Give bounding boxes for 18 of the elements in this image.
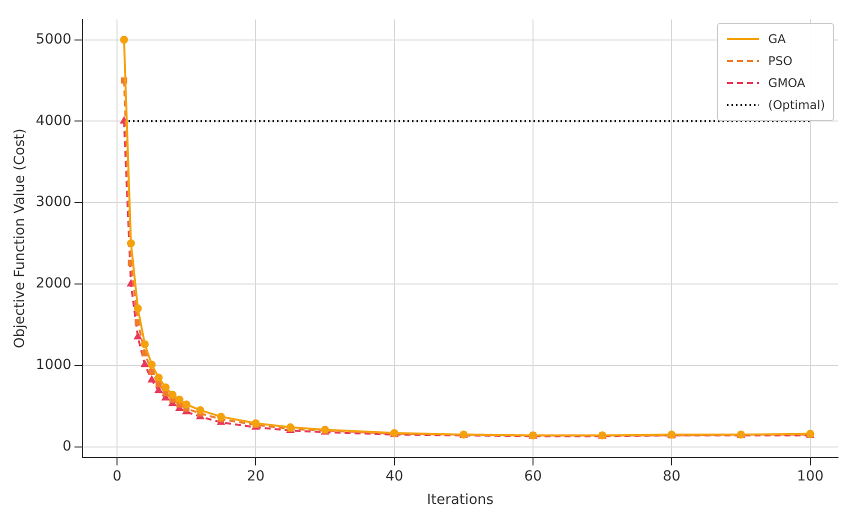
y-axis-title: Objective Function Value (Cost) (12, 128, 28, 348)
y-tick-label: 0 (62, 438, 72, 454)
x-tick-label: 20 (246, 468, 265, 484)
x-tick-label: 100 (796, 468, 824, 484)
legend-label: GMOA (768, 76, 806, 90)
x-tick-label: 0 (112, 468, 122, 484)
y-tick-label: 4000 (36, 112, 72, 129)
legend-label: GA (768, 32, 786, 46)
legend-label: (Optimal) (768, 98, 825, 112)
legend-label: PSO (768, 54, 792, 68)
y-tick-label: 1000 (36, 357, 72, 374)
y-tick-label: 5000 (36, 31, 72, 48)
x-tick-label: 60 (524, 468, 542, 484)
x-tick-label: 40 (385, 468, 404, 484)
y-tick-label: 3000 (36, 194, 72, 210)
x-tick-label: 80 (662, 468, 681, 484)
x-axis-title: Iterations (426, 492, 494, 508)
y-tick-label: 2000 (36, 276, 72, 292)
